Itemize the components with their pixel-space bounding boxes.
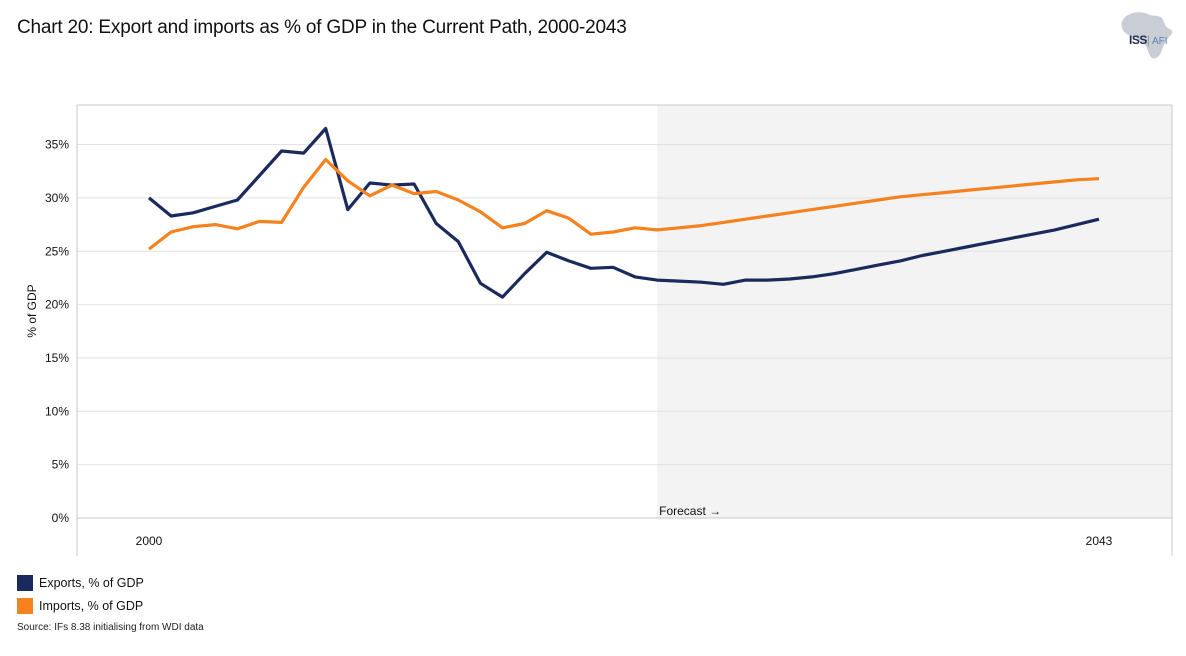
y-tick-label: 5% [52, 458, 70, 472]
source-note: Source: IFs 8.38 initialising from WDI d… [17, 622, 204, 633]
plot-frame [76, 104, 1173, 556]
series-lines [147, 126, 1100, 299]
x-tick-label: 2000 [136, 534, 163, 548]
x-tick-label: 2043 [1086, 534, 1113, 548]
y-tick-label: 25% [45, 244, 69, 258]
legend-label-exports: Exports, % of GDP [39, 575, 144, 590]
y-tick-label: 10% [45, 404, 69, 418]
y-axis-label: % of GDP [25, 284, 39, 337]
y-tick-label: 15% [45, 351, 69, 365]
legend-item-exports[interactable]: Exports, % of GDP [17, 571, 144, 594]
y-axis: 0% 5% 10% 15% 20% 25% 30% 35% [45, 138, 69, 525]
legend-swatch-exports [17, 574, 33, 591]
y-tick-label: 0% [52, 511, 70, 525]
exports-line [147, 126, 1100, 299]
legend-label-imports: Imports, % of GDP [39, 598, 144, 613]
logo-iss: ISS [1129, 33, 1147, 47]
y-tick-label: 20% [45, 298, 69, 312]
logo-afi: AFI [1151, 36, 1168, 47]
legend: Exports, % of GDP Imports, % of GDP [17, 571, 144, 617]
africa-map-icon [1121, 12, 1173, 59]
forecast-label: Forecast → [659, 504, 721, 518]
forecast-shading [657, 105, 1172, 518]
logo-text: ISS| AFI [1129, 33, 1168, 47]
y-tick-label: 35% [45, 138, 69, 152]
grid-lines [77, 144, 1172, 466]
imports-line [148, 157, 1100, 251]
legend-item-imports[interactable]: Imports, % of GDP [17, 594, 144, 617]
legend-swatch-imports [17, 597, 33, 614]
chart-title: Chart 20: Export and imports as % of GDP… [17, 17, 627, 38]
x-axis: 2000 2043 [136, 534, 1113, 548]
y-tick-label: 30% [45, 191, 69, 205]
